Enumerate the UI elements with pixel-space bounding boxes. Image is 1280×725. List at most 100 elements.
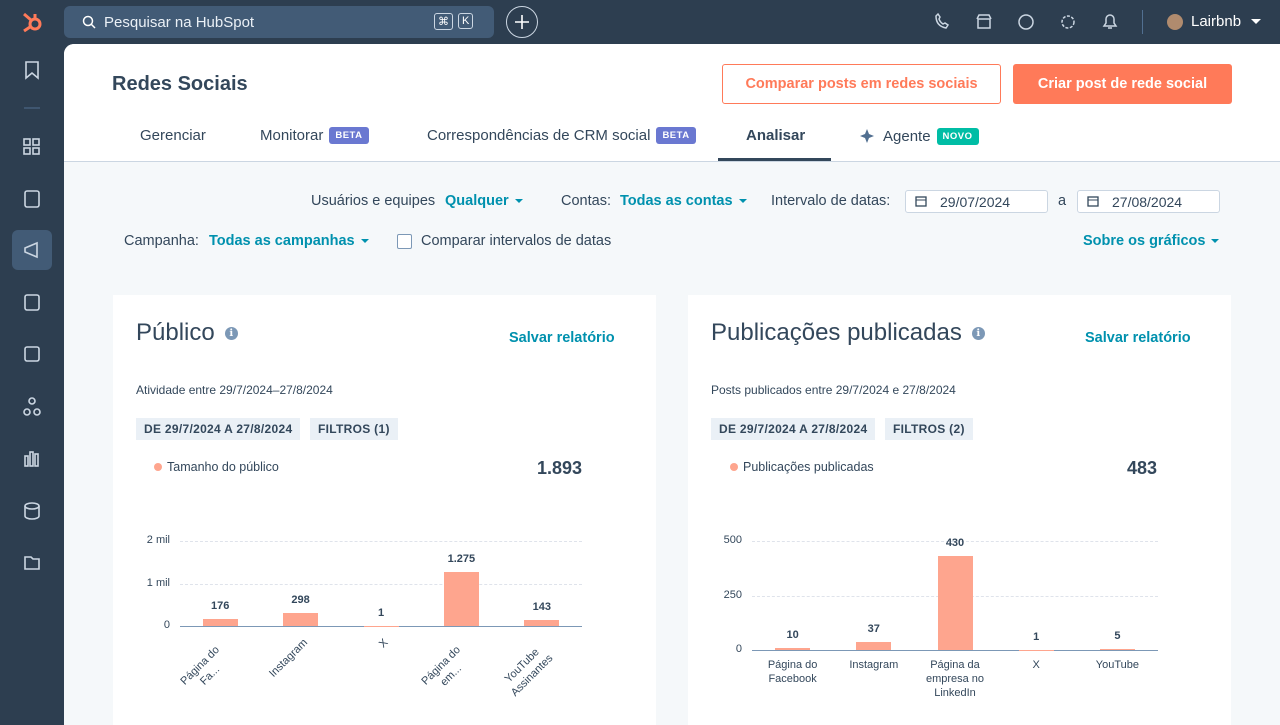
y-tick-label: 0 xyxy=(163,619,170,631)
x-tick-label: Página do Fa... xyxy=(178,643,223,688)
grid-line xyxy=(180,583,582,585)
legend-item: Publicações publicadas xyxy=(730,460,874,474)
y-tick-label: 500 xyxy=(723,534,742,546)
user-caret[interactable] xyxy=(1251,19,1261,24)
checkbox[interactable] xyxy=(397,234,412,249)
search-box[interactable]: Pesquisar na HubSpot ⌘ K xyxy=(64,6,494,38)
filter-chip[interactable]: FILTROS (1) xyxy=(310,418,398,440)
bar[interactable] xyxy=(937,556,973,650)
phone-icon[interactable] xyxy=(935,12,950,29)
card-subtitle: Atividade entre 29/7/2024–27/8/2024 xyxy=(136,383,333,397)
bar[interactable] xyxy=(524,619,560,626)
save-report[interactable]: Salvar relatório xyxy=(1085,330,1191,346)
total-value: 1.893 xyxy=(536,458,582,478)
bar[interactable] xyxy=(856,641,892,650)
value-label: 176 xyxy=(211,599,230,612)
tab-indicator xyxy=(718,158,831,161)
filter-value: Todas as contas xyxy=(620,193,733,209)
nav-icon[interactable] xyxy=(24,190,40,208)
bar[interactable] xyxy=(363,625,399,627)
x-tick-label: Página do em... xyxy=(419,643,465,689)
nav-icon[interactable] xyxy=(24,556,40,570)
filter-dropdown[interactable]: Todas as contas xyxy=(620,193,747,209)
create-button[interactable]: Criar post de rede social xyxy=(1013,64,1232,104)
checkbox-label: Comparar intervalos de datas xyxy=(421,233,612,249)
help-icon[interactable] xyxy=(1018,14,1034,30)
grid-line xyxy=(180,541,582,542)
nav-icon[interactable] xyxy=(23,397,41,416)
add-button[interactable] xyxy=(505,5,539,39)
filter-chip[interactable]: FILTROS (2) xyxy=(885,418,973,440)
bar[interactable] xyxy=(1099,648,1135,650)
about-dropdown[interactable]: Sobre os gráficos xyxy=(1083,233,1220,249)
x-tick-label: X xyxy=(376,636,391,651)
tab-badge: BETA xyxy=(329,127,369,144)
bar[interactable] xyxy=(283,613,319,626)
logo[interactable] xyxy=(23,12,42,33)
card: Público ℹ Salvar relatório Atividade entre … xyxy=(113,295,656,725)
page-title: Redes Sociais xyxy=(112,73,248,95)
total-value: 483 xyxy=(1126,458,1157,478)
nav-icon[interactable] xyxy=(24,451,39,467)
nav-icon[interactable] xyxy=(24,241,38,259)
y-tick-label: 2 mil xyxy=(146,534,170,546)
tab[interactable]: Monitorar BETA xyxy=(260,127,369,144)
filter-dropdown[interactable]: Qualquer xyxy=(445,193,523,209)
info-icon[interactable]: ℹ xyxy=(971,326,985,340)
x-tick-label: Instagram xyxy=(266,636,310,680)
nav-icon[interactable] xyxy=(25,61,39,80)
divider xyxy=(1142,10,1143,34)
bar[interactable] xyxy=(443,571,479,626)
filter-chip[interactable]: DE 29/7/2024 A 27/8/2024 xyxy=(711,418,876,440)
save-report[interactable]: Salvar relatório xyxy=(509,330,615,346)
date-input[interactable]: 29/07/2024 xyxy=(905,190,1048,213)
filter-chip[interactable]: DE 29/7/2024 A 27/8/2024 xyxy=(136,418,301,440)
user-name[interactable]: Lairbnb xyxy=(1191,13,1242,30)
value-label: 37 xyxy=(867,622,880,635)
y-tick-label: 1 mil xyxy=(146,576,170,589)
settings-icon[interactable] xyxy=(1061,15,1075,29)
nav-icon[interactable] xyxy=(24,502,40,520)
nav-icon[interactable] xyxy=(24,294,40,311)
about-link: Sobre os gráficos xyxy=(1083,233,1206,249)
date-separator: a xyxy=(1058,193,1067,209)
card-title: Público ℹ xyxy=(136,319,238,347)
value-label: 1 xyxy=(1033,630,1040,643)
nav-icon[interactable] xyxy=(23,138,40,155)
filter-label: Contas: xyxy=(561,193,611,209)
nav-active[interactable] xyxy=(12,230,52,270)
tab[interactable]: Correspondências de CRM social BETA xyxy=(427,127,696,144)
filter-value: Todas as campanhas xyxy=(209,233,355,249)
top-icons xyxy=(935,12,1118,30)
store-icon[interactable] xyxy=(976,14,992,29)
avatar[interactable] xyxy=(1167,14,1183,30)
value-label: 1.275 xyxy=(447,552,476,565)
x-tick-label: X xyxy=(1032,659,1040,671)
calendar-icon xyxy=(915,196,927,207)
x-tick-label: Instagram xyxy=(849,659,899,671)
calendar-icon xyxy=(1087,196,1099,207)
filter-dropdown[interactable]: Todas as campanhas xyxy=(209,233,369,249)
bell-icon[interactable] xyxy=(1102,14,1118,29)
x-tick-label: YouTube xyxy=(1095,659,1139,671)
tab[interactable]: Analisar xyxy=(746,127,805,144)
nav-icon[interactable] xyxy=(24,346,40,362)
filter-label: Campanha: xyxy=(124,233,199,249)
bar[interactable] xyxy=(202,618,238,626)
grid-line xyxy=(752,541,1158,542)
date-input[interactable]: 27/08/2024 xyxy=(1077,190,1220,213)
card-title-text: Público xyxy=(136,319,215,346)
y-tick-label: 250 xyxy=(723,588,742,601)
bar[interactable] xyxy=(1018,649,1054,651)
card-title-text: Publicações publicadas xyxy=(711,319,962,346)
sidebar xyxy=(12,12,52,570)
tab[interactable]: Agente NOVO xyxy=(859,127,979,145)
info-icon[interactable]: ℹ xyxy=(224,326,238,340)
compare-button[interactable]: Comparar posts em redes sociais xyxy=(722,64,1001,104)
bar[interactable] xyxy=(775,647,811,650)
tab[interactable]: Gerenciar xyxy=(140,127,206,144)
value-label: 1 xyxy=(377,606,385,619)
value-label: 298 xyxy=(291,594,310,607)
filter-value: Qualquer xyxy=(445,193,509,209)
